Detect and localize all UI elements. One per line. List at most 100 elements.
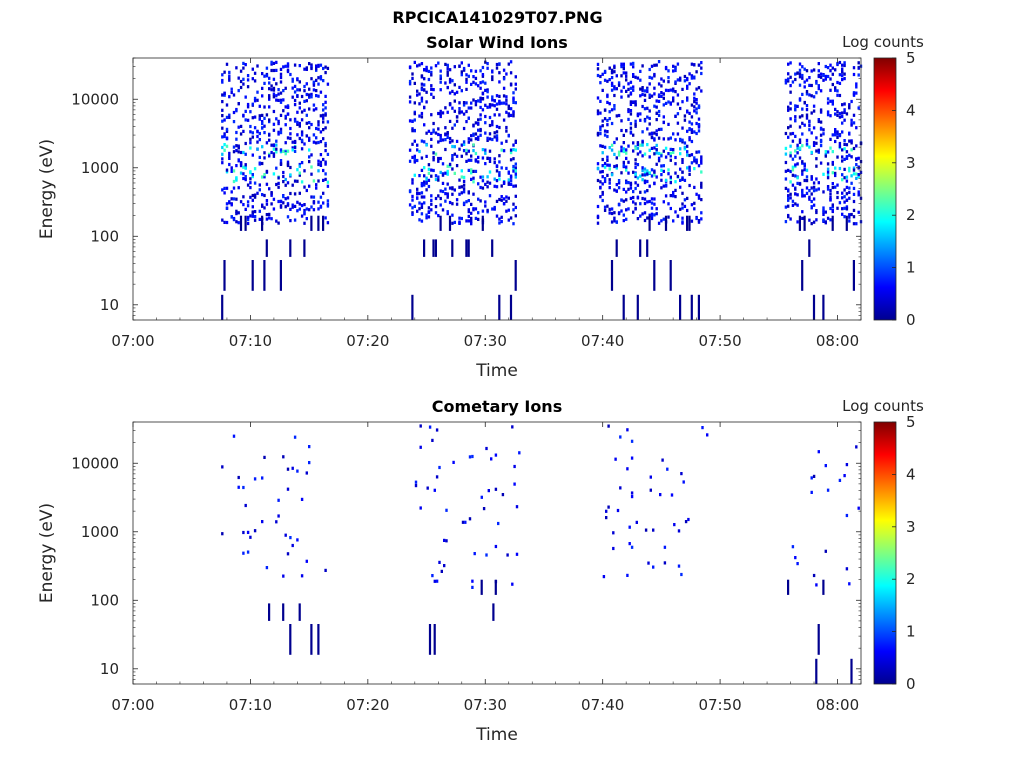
cell (225, 206, 229, 210)
cell (298, 106, 301, 110)
cell (308, 95, 311, 99)
cell (815, 91, 818, 95)
cell (789, 151, 792, 155)
cell (841, 78, 844, 82)
cell (518, 451, 521, 455)
cell (453, 92, 456, 96)
cell (477, 118, 480, 122)
cell (787, 108, 790, 112)
cell (805, 116, 809, 120)
cell (418, 102, 421, 106)
cell (829, 195, 832, 200)
cell (445, 539, 448, 543)
cell (242, 195, 245, 199)
cell (498, 100, 501, 104)
cell (789, 61, 792, 65)
cell (291, 183, 294, 187)
cell (688, 183, 691, 188)
cell (448, 200, 452, 205)
cell (232, 179, 236, 184)
cell (690, 122, 694, 126)
cell (801, 92, 804, 96)
cell (437, 127, 440, 131)
cell (636, 217, 640, 221)
cell (693, 207, 696, 211)
cell (225, 186, 229, 190)
cell (272, 86, 276, 90)
cell (303, 169, 306, 173)
cell (688, 172, 691, 176)
cell (688, 120, 691, 124)
cell (315, 141, 318, 145)
cell (244, 118, 247, 122)
cell (676, 112, 680, 116)
cell (263, 116, 266, 120)
cell (300, 133, 304, 137)
cell (430, 194, 433, 198)
cell (819, 133, 823, 137)
cell (434, 239, 437, 257)
plot-frame (132, 421, 862, 685)
colorbar-tick-label: 1 (906, 259, 916, 277)
cell (803, 100, 806, 105)
cell (272, 128, 276, 132)
cell (491, 239, 494, 257)
cell (852, 168, 856, 172)
cell (700, 211, 703, 215)
cell (817, 450, 820, 454)
x-tick-label: 07:10 (229, 332, 272, 350)
cell (819, 110, 823, 114)
cell (265, 239, 268, 257)
cell (425, 216, 428, 220)
cell (286, 160, 290, 164)
cell (810, 192, 813, 196)
cell (514, 140, 517, 144)
cell (448, 162, 452, 166)
cell (462, 187, 466, 191)
cell (263, 206, 266, 210)
cell (660, 154, 663, 158)
cell (411, 206, 414, 210)
cell (413, 139, 416, 143)
cell (258, 131, 261, 136)
cell (462, 68, 466, 72)
cell (805, 69, 809, 73)
cell (834, 171, 837, 175)
cell (817, 148, 820, 152)
cell (322, 116, 325, 120)
cell (411, 212, 414, 216)
cell (643, 181, 647, 185)
cell (300, 497, 304, 501)
cell (622, 294, 625, 320)
colorbar-tick-label: 3 (906, 154, 916, 172)
cell (423, 166, 426, 170)
cell (810, 186, 813, 190)
cell (695, 70, 698, 74)
cell (843, 72, 846, 76)
cell (308, 107, 311, 111)
cell (221, 135, 224, 139)
cell (693, 109, 696, 113)
cell (444, 126, 447, 130)
cell (493, 113, 496, 117)
cell (610, 70, 614, 75)
cell (467, 199, 470, 203)
cell (282, 574, 285, 578)
cell (495, 214, 499, 218)
cell (852, 113, 856, 117)
cell (791, 139, 795, 143)
cell (655, 148, 658, 152)
cell (239, 79, 243, 84)
cell (444, 132, 447, 136)
cell (824, 154, 827, 158)
cell (812, 573, 816, 578)
cell (636, 196, 640, 200)
cell (433, 579, 436, 583)
cell (796, 220, 799, 224)
cell (239, 200, 243, 204)
cell (829, 137, 832, 141)
cell (681, 138, 684, 142)
cell (471, 454, 474, 459)
cell (310, 205, 313, 209)
cell (850, 155, 853, 159)
